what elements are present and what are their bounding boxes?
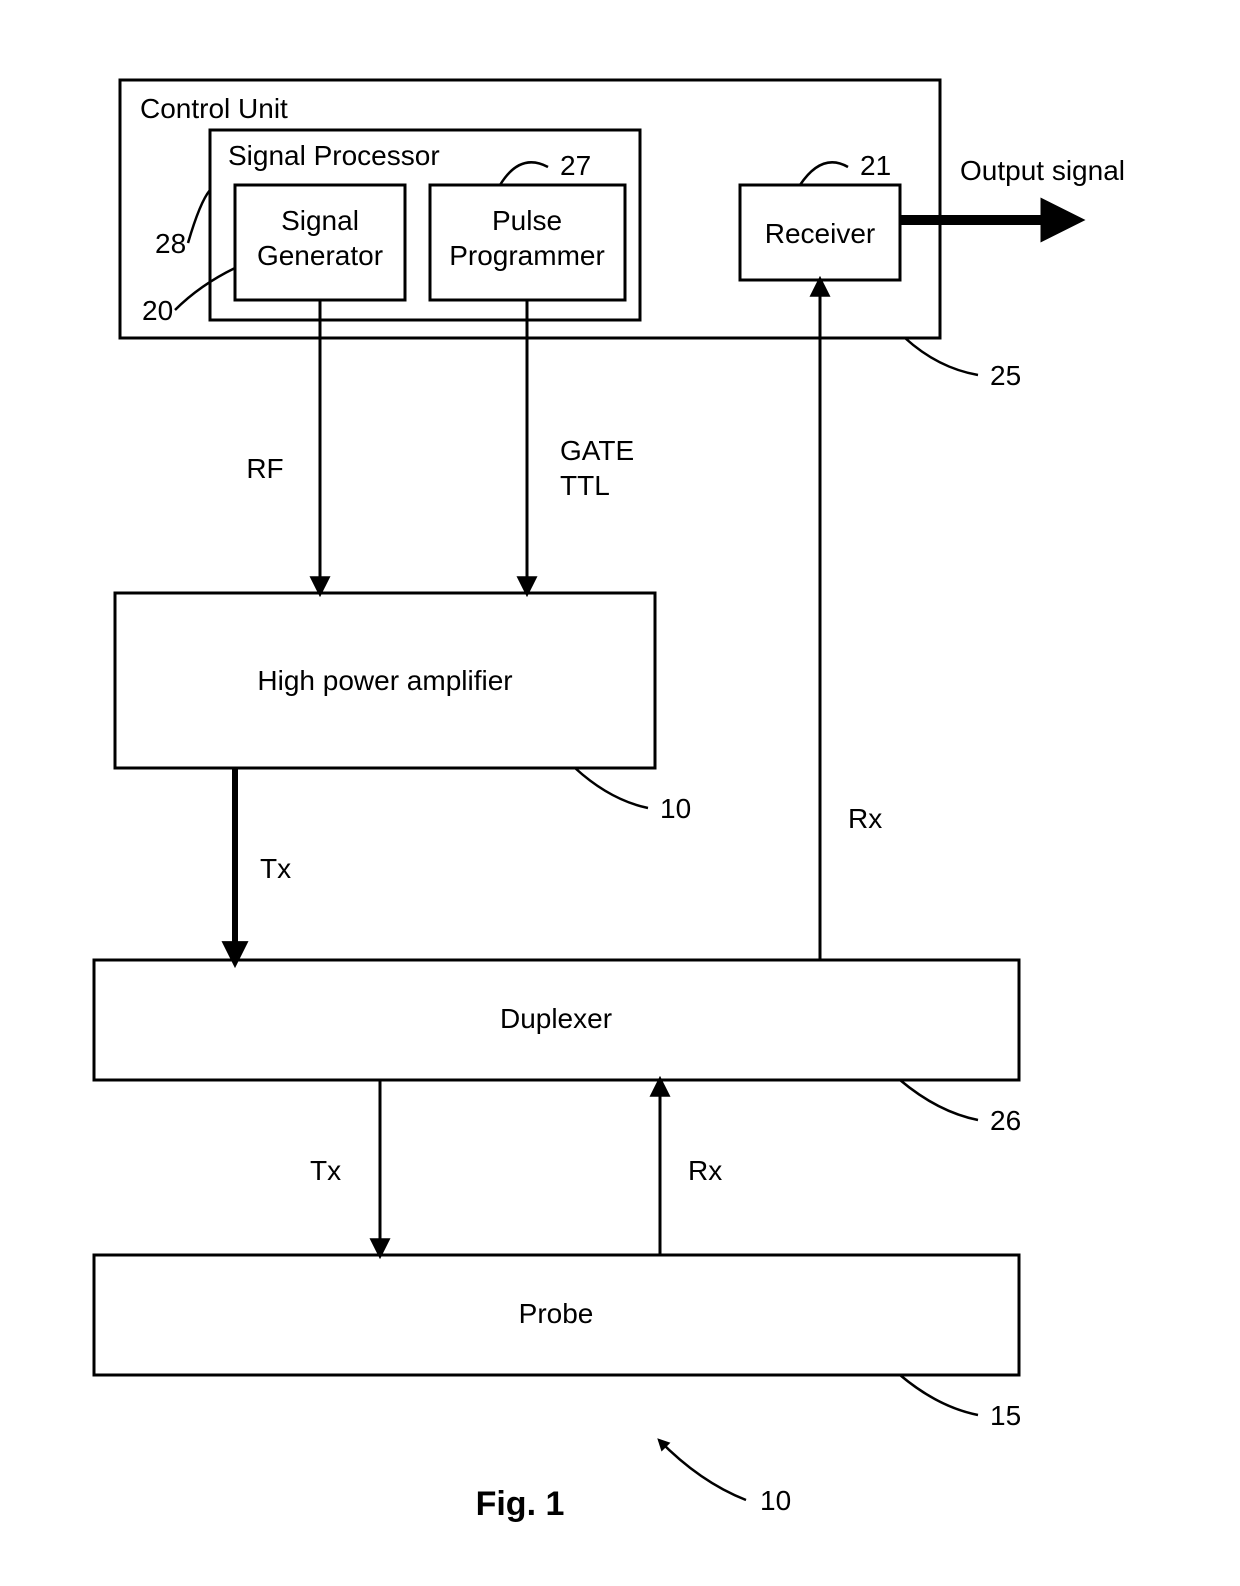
control-unit-label: Control Unit (140, 93, 288, 124)
arrow-rx2-label: Rx (688, 1155, 722, 1186)
arrow-tx2-label: Tx (310, 1155, 341, 1186)
arrow-gate-label-2: TTL (560, 470, 610, 501)
ref-27-label: 27 (560, 150, 591, 181)
arrow-gate-label-1: GATE (560, 435, 634, 466)
arrow-output-label: Output signal (960, 155, 1125, 186)
ref-26-leader (900, 1080, 978, 1120)
amplifier-label: High power amplifier (257, 665, 512, 696)
signal-generator-label-1: Signal (281, 205, 359, 236)
arrow-tx1-label: Tx (260, 853, 291, 884)
arrow-rx1-label: Rx (848, 803, 882, 834)
ref-10a-label: 10 (660, 793, 691, 824)
duplexer-label: Duplexer (500, 1003, 612, 1034)
ref-10a-leader (575, 768, 648, 808)
figure-caption: Fig. 1 (476, 1485, 565, 1523)
ref-20-label: 20 (142, 295, 173, 326)
ref-26-label: 26 (990, 1105, 1021, 1136)
signal-generator-label-2: Generator (257, 240, 383, 271)
ref-28-label: 28 (155, 228, 186, 259)
signal-processor-label: Signal Processor (228, 140, 440, 171)
block-diagram: Control Unit Signal Processor Signal Genera… (0, 0, 1240, 1586)
ref-15-label: 15 (990, 1400, 1021, 1431)
ref-10b-leader (659, 1440, 746, 1500)
pulse-programmer-label-2: Programmer (449, 240, 605, 271)
ref-25-label: 25 (990, 360, 1021, 391)
probe-label: Probe (519, 1298, 594, 1329)
arrow-rf-label: RF (246, 453, 283, 484)
receiver-label: Receiver (765, 218, 875, 249)
ref-10b-label: 10 (760, 1485, 791, 1516)
ref-15-leader (900, 1375, 978, 1415)
ref-21-label: 21 (860, 150, 891, 181)
ref-25-leader (905, 338, 978, 375)
pulse-programmer-label-1: Pulse (492, 205, 562, 236)
